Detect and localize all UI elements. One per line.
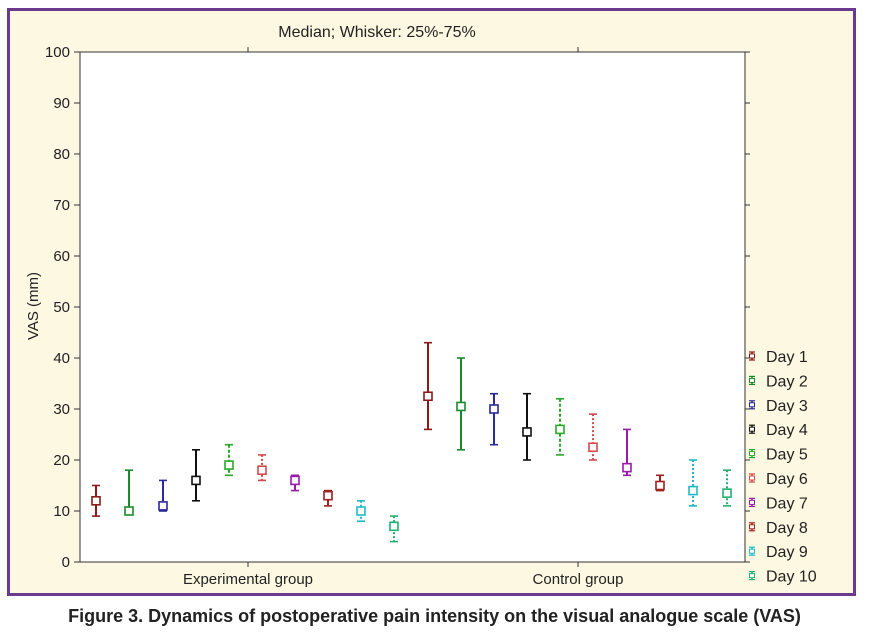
legend-label: Day 9 — [766, 544, 808, 561]
median-marker — [91, 495, 101, 506]
median-marker — [224, 460, 234, 470]
legend-label: Day 3 — [766, 398, 808, 415]
legend-marker — [749, 475, 755, 481]
median-marker — [655, 480, 665, 491]
chart-title: Median; Whisker: 25%-75% — [278, 24, 475, 41]
legend-marker — [749, 377, 755, 383]
legend-marker — [749, 451, 755, 457]
y-tick-label: 80 — [53, 146, 70, 163]
legend-marker — [749, 402, 755, 408]
legend-marker — [749, 426, 755, 432]
y-tick-label: 30 — [53, 401, 70, 418]
legend-item: Day 10 — [749, 569, 817, 586]
y-axis-label: VAS (mm) — [25, 272, 42, 340]
axis-layer: 0 10 20 30 40 50 60 70 80 90 100 Experimental group… — [45, 44, 750, 588]
series-day-1 — [91, 341, 433, 517]
y-tick-label: 0 — [62, 554, 70, 571]
median-marker — [555, 424, 565, 435]
median-marker — [257, 465, 267, 476]
median-marker — [323, 490, 333, 501]
legend-item: Day 3 — [749, 398, 808, 415]
y-tick-label: 10 — [53, 503, 70, 520]
median-marker — [191, 475, 201, 486]
y-tick-label: 90 — [53, 95, 70, 112]
x-tick-label: Control group — [533, 571, 624, 588]
legend-item: Day 8 — [749, 520, 808, 537]
legend-item: Day 5 — [749, 447, 808, 464]
series-day-5 — [224, 397, 565, 477]
legend-item: Day 1 — [749, 349, 808, 366]
y-tick-label: 60 — [53, 248, 70, 265]
median-marker — [722, 488, 732, 498]
series-day-3 — [158, 392, 499, 512]
legend-marker — [749, 573, 755, 579]
median-marker — [489, 404, 499, 414]
legend-label: Day 8 — [766, 520, 808, 537]
x-tick-label: Experimental group — [183, 571, 313, 588]
median-marker — [456, 401, 466, 412]
legend-item: Day 4 — [749, 422, 808, 439]
legend-label: Day 7 — [766, 495, 808, 512]
legend-marker — [749, 548, 755, 554]
median-marker — [588, 442, 598, 453]
series-layer — [91, 341, 732, 543]
legend-marker — [749, 524, 755, 530]
median-marker — [622, 462, 632, 473]
y-tick-label: 100 — [45, 44, 70, 61]
box-chart: Median; Whisker: 25%-75% VAS (mm) 0 10 20 3… — [25, 24, 817, 588]
legend: Day 1 Day 2 Day 3 Day 4 Day 5 Day 6 Day 7 Day 8… — [749, 349, 817, 586]
median-marker — [688, 485, 698, 496]
series-day-8 — [323, 474, 665, 507]
median-marker — [389, 521, 399, 532]
legend-marker — [749, 353, 755, 359]
y-tick-label: 20 — [53, 452, 70, 469]
legend-item: Day 7 — [749, 495, 808, 512]
median-marker — [290, 475, 300, 486]
plot-area — [79, 51, 746, 563]
figure-caption: Figure 3. Dynamics of postoperative pain… — [68, 606, 801, 626]
median-marker — [158, 501, 168, 511]
legend-marker — [749, 499, 755, 505]
legend-item: Day 6 — [749, 471, 808, 488]
series-day-9 — [356, 459, 698, 523]
median-marker — [124, 506, 134, 516]
series-day-10 — [389, 469, 732, 543]
legend-label: Day 1 — [766, 349, 808, 366]
series-day-6 — [257, 413, 598, 482]
median-marker — [423, 391, 433, 402]
legend-item: Day 2 — [749, 373, 808, 390]
median-marker — [522, 427, 532, 437]
legend-label: Day 6 — [766, 471, 808, 488]
series-day-2 — [124, 357, 466, 516]
legend-item: Day 9 — [749, 544, 808, 561]
y-tick-label: 50 — [53, 299, 70, 316]
legend-label: Day 5 — [766, 447, 808, 464]
median-marker — [356, 506, 366, 516]
y-tick-label: 70 — [53, 197, 70, 214]
series-day-7 — [290, 428, 632, 492]
series-day-4 — [191, 392, 532, 502]
y-tick-label: 40 — [53, 350, 70, 367]
legend-label: Day 4 — [766, 422, 808, 439]
legend-label: Day 2 — [766, 373, 808, 390]
legend-label: Day 10 — [766, 569, 817, 586]
